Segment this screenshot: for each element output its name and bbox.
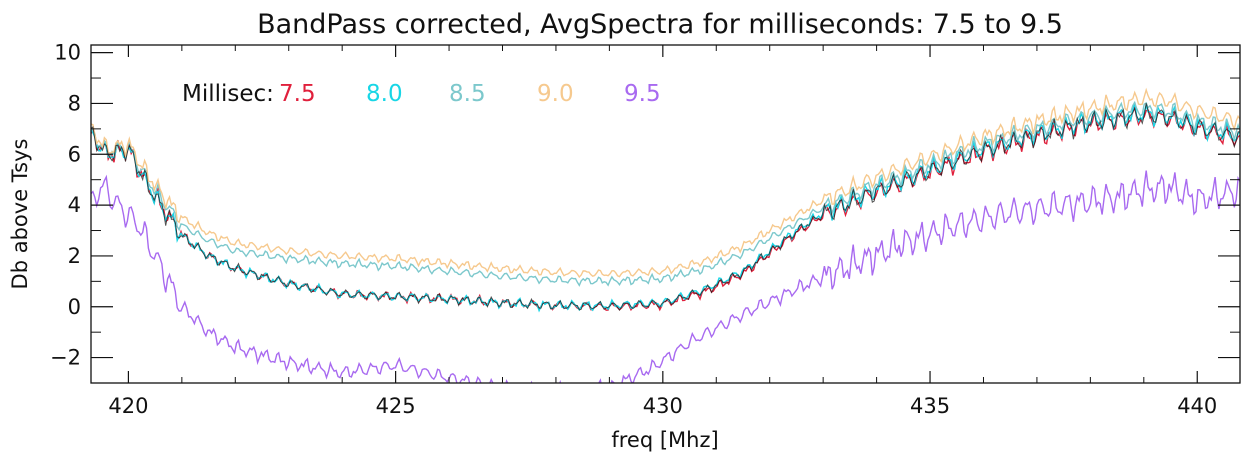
chart-title: BandPass corrected, AvgSpectra for milli… [257,9,1063,40]
series-line-8-5 [91,100,1240,287]
plot-frame [90,44,1241,384]
x-tick-label: 425 [376,394,416,418]
y-tick-label: 4 [68,193,81,217]
series-line-base [91,103,1240,311]
y-axis-label: Db above Tsys [8,139,32,290]
legend-entry-7-5: 7.5 [279,81,316,107]
y-tick-label: 0 [68,295,81,319]
legend-entry-9-5: 9.5 [624,81,661,107]
x-axis-label: freq [Mhz] [611,428,718,452]
y-tick-label: −2 [50,346,81,370]
series-line-8-0 [91,102,1240,313]
legend-entry-8-5: 8.5 [449,81,486,107]
y-tick-label: 6 [68,142,81,166]
axes-layer: 420 425 430 435 440 −2 0 2 4 6 8 10 [50,41,1241,418]
x-tick-label: 430 [643,394,683,418]
x-tick-label: 440 [1177,394,1217,418]
legend-entry-8-0: 8.0 [366,81,403,107]
legend: Millisec: 7.5 8.0 8.5 9.0 9.5 [182,81,661,107]
y-tick-label: 2 [68,244,81,268]
y-tick-label: 8 [68,91,81,115]
series-line-7-5 [91,104,1240,312]
series-line-9-0 [91,87,1240,279]
series-layer [91,87,1240,383]
legend-entry-9-0: 9.0 [537,81,574,107]
x-tick-label: 435 [910,394,950,418]
series-line-9-5 [91,170,1240,383]
y-tick-label: 10 [54,41,81,65]
x-tick-label: 420 [108,394,148,418]
legend-title: Millisec: [182,81,274,107]
